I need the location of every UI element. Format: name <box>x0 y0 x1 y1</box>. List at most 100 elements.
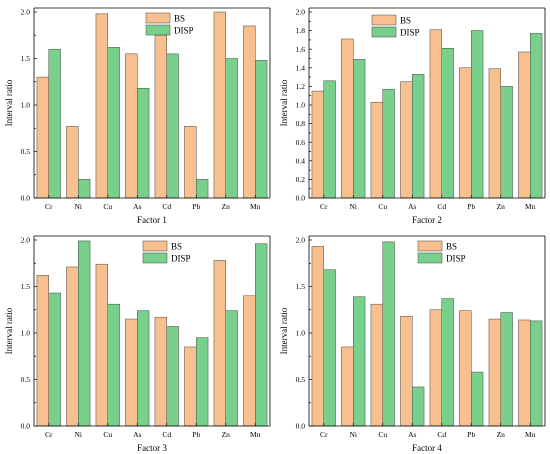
x-tick-label-as: As <box>408 202 416 211</box>
bar-disp-cr <box>48 48 61 199</box>
legend: BS DISP <box>145 12 194 36</box>
legend-label-disp: DISP <box>446 254 466 264</box>
bar-disp-ni <box>78 240 91 427</box>
legend-label-disp: DISP <box>400 28 420 38</box>
legend-label-bs: BS <box>400 16 411 26</box>
legend-swatch-bs <box>371 14 397 26</box>
y-tick-label: 1.4 <box>296 63 306 72</box>
bar-bs-as <box>125 53 138 199</box>
x-axis-title: Factor 3 <box>137 443 167 453</box>
bar-bs-pb <box>459 67 472 199</box>
bar-disp-zn <box>500 312 513 427</box>
bar-bs-mn <box>518 319 531 427</box>
x-tick-label-pb: Pb <box>192 430 200 439</box>
bar-disp-ni <box>78 179 91 199</box>
y-axis-title: Interval ratio <box>279 79 289 126</box>
bar-bs-cu <box>95 263 108 427</box>
panel-factor-2: 0.0 0.2 0.4 0.6 0.8 1.0 1.2 1.4 1.6 1.8 2.0 Cr Ni Cu A… <box>279 7 546 225</box>
bar-disp-mn <box>255 60 268 199</box>
bar-disp-mn <box>255 243 268 427</box>
x-tick-label-mn: Mn <box>525 202 536 211</box>
bar-disp-cr <box>323 269 336 427</box>
y-tick-label: 1.6 <box>296 45 306 54</box>
legend-swatch-disp <box>142 252 168 264</box>
y-tick-label: 1.5 <box>296 282 306 291</box>
x-tick-label-pb: Pb <box>467 430 475 439</box>
bar-bs-mn <box>243 295 256 427</box>
y-tick-label: 0.6 <box>296 138 306 147</box>
y-tick-label: 2.0 <box>21 236 31 245</box>
legend-swatch-bs <box>145 12 171 24</box>
bar-bs-cd <box>154 316 167 427</box>
x-tick-label-cr: Cr <box>45 202 53 211</box>
y-tick-label: 0.0 <box>21 422 31 431</box>
bar-disp-ni <box>353 296 366 427</box>
x-tick-label-pb: Pb <box>192 202 200 211</box>
bar-bs-cd <box>429 29 443 199</box>
x-tick-label-cd: Cd <box>437 202 446 211</box>
bar-bs-cu <box>95 13 108 199</box>
legend: BS DISP <box>142 240 191 264</box>
x-tick-label-cr: Cr <box>320 202 328 211</box>
x-tick-label-cd: Cd <box>162 430 171 439</box>
bar-bs-cr <box>311 246 325 427</box>
x-tick-label-ni: Ni <box>75 430 83 439</box>
y-tick-label: 1.0 <box>21 329 31 338</box>
bar-disp-cu <box>107 303 120 427</box>
x-tick-label-cu: Cu <box>378 202 387 211</box>
y-tick-label: 1.0 <box>296 329 306 338</box>
bar-disp-zn <box>225 58 238 199</box>
bar-disp-cd <box>166 326 179 427</box>
x-tick-label-zn: Zn <box>497 202 506 211</box>
x-tick-label-ni: Ni <box>350 202 358 211</box>
bar-disp-as <box>137 310 150 427</box>
y-tick-label: 1.8 <box>296 26 306 35</box>
bar-disp-cu <box>382 241 395 427</box>
bar-disp-as <box>412 386 425 427</box>
legend-label-disp: DISP <box>174 26 194 36</box>
bar-bs-zn <box>213 260 226 427</box>
x-tick-label-as: As <box>133 430 141 439</box>
bar-bs-zn <box>213 11 226 199</box>
bar-disp-pb <box>471 371 484 427</box>
bar-bs-as <box>400 81 413 199</box>
bar-disp-mn <box>530 320 543 427</box>
x-tick-label-mn: Mn <box>525 430 536 439</box>
x-tick-label-cu: Cu <box>103 202 112 211</box>
bar-disp-cr <box>323 80 336 199</box>
legend-label-bs: BS <box>446 242 457 252</box>
bar-disp-cr <box>48 292 61 427</box>
x-tick-label-mn: Mn <box>250 202 261 211</box>
bar-disp-cu <box>382 88 395 199</box>
y-tick-label: 0.0 <box>296 422 306 431</box>
bar-disp-mn <box>530 33 543 199</box>
x-tick-label-as: As <box>133 202 141 211</box>
y-tick-label: 0.0 <box>296 194 306 203</box>
bar-bs-zn <box>488 68 502 199</box>
bar-disp-pb <box>196 337 209 427</box>
x-axis-title: Factor 2 <box>412 215 442 225</box>
y-tick-label: 0.0 <box>21 194 31 203</box>
bar-bs-cr <box>36 275 50 427</box>
y-tick-label: 0.5 <box>21 147 31 156</box>
bar-bs-cd <box>154 35 167 199</box>
x-tick-label-cd: Cd <box>437 430 446 439</box>
y-tick-label: 1.5 <box>21 54 31 63</box>
y-axis-title: Interval ratio <box>4 307 14 354</box>
y-axis-title: Interval ratio <box>4 79 14 126</box>
y-tick-label: 0.4 <box>296 156 306 165</box>
x-tick-label-ni: Ni <box>350 430 358 439</box>
x-axis-title: Factor 4 <box>412 443 442 453</box>
y-tick-label: 2.0 <box>296 8 306 17</box>
x-tick-label-zn: Zn <box>497 430 506 439</box>
legend-swatch-disp <box>371 26 397 38</box>
panel-factor-4: 0.0 0.5 1.0 1.5 2.0 Cr Ni Cu As Cd Pb Zn Mn Factor 4 I… <box>279 235 546 453</box>
bar-disp-cd <box>441 48 454 199</box>
bar-disp-ni <box>353 59 366 199</box>
y-tick-label: 0.8 <box>296 119 306 128</box>
y-tick-label: 0.5 <box>296 375 306 384</box>
legend-swatch-disp <box>417 252 443 264</box>
bar-bs-pb <box>184 346 197 427</box>
bar-bs-pb <box>459 310 472 427</box>
bar-disp-pb <box>471 30 484 199</box>
